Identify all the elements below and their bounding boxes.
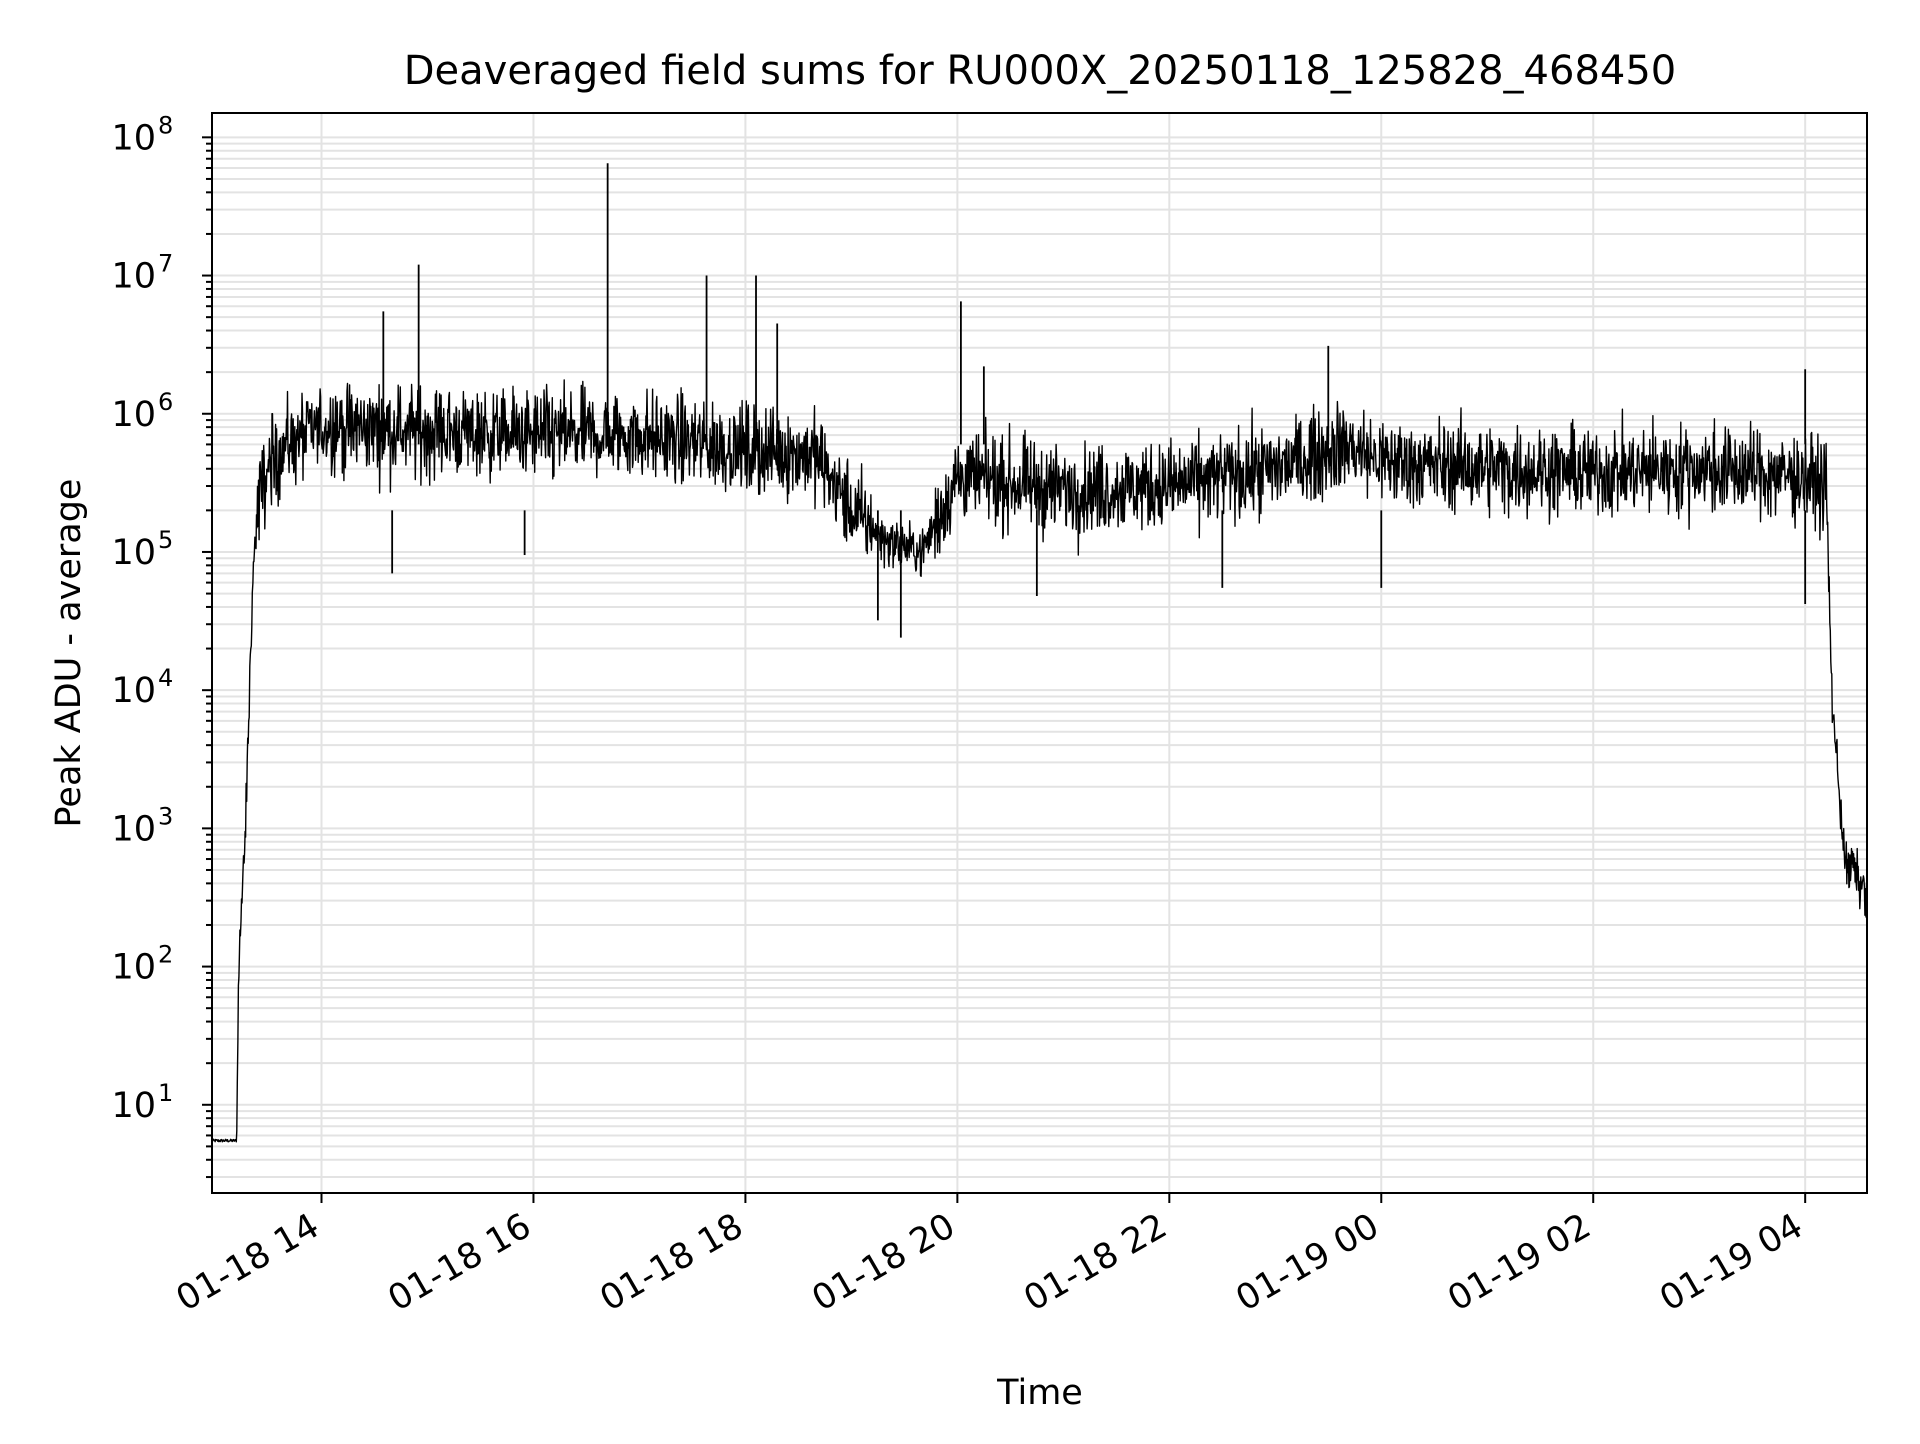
- y-tick-label: 10: [111, 257, 156, 297]
- y-tick-label: 10: [111, 533, 156, 573]
- y-tick-label: 10: [111, 809, 156, 849]
- y-tick-exponent: 8: [158, 111, 173, 139]
- plot-frame: [211, 112, 1868, 1194]
- data-series: [211, 163, 1868, 1143]
- y-tick-exponent: 3: [158, 802, 173, 830]
- y-tick-label: 10: [111, 118, 156, 158]
- y-tick-exponent: 7: [158, 250, 173, 278]
- y-axis-label: Peak ADU - average: [49, 479, 89, 828]
- y-tick-exponent: 6: [158, 388, 173, 416]
- y-tick-label: 10: [111, 671, 156, 711]
- y-tick-label: 10: [111, 1086, 156, 1126]
- y-tick-exponent: 2: [158, 941, 173, 969]
- y-tick-label: 10: [111, 395, 156, 435]
- chart-title: Deaveraged field sums for RU000X_2025011…: [404, 48, 1677, 94]
- y-tick-exponent: 4: [158, 664, 173, 692]
- y-tick-exponent: 1: [158, 1079, 173, 1107]
- x-axis-label: Time: [996, 1373, 1083, 1413]
- y-tick-label: 10: [111, 948, 156, 988]
- series-line: [211, 379, 1868, 1143]
- y-tick-exponent: 5: [158, 526, 173, 554]
- grid-lines: [212, 113, 1867, 1193]
